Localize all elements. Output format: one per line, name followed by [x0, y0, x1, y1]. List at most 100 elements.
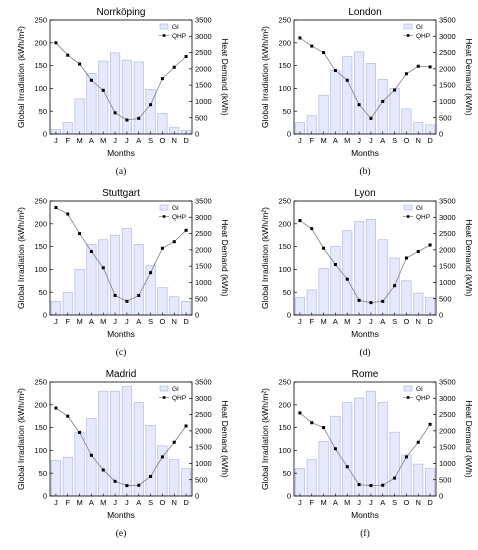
x-tick-label: A: [333, 317, 338, 326]
bar-gi: [74, 431, 85, 497]
y2-tick-label: 2000: [439, 426, 456, 435]
marker-qhp: [393, 476, 397, 480]
bar-gi: [169, 296, 180, 316]
legend-marker-qhp: [406, 396, 410, 399]
x-tick-label: J: [357, 317, 361, 326]
marker-qhp: [160, 77, 164, 81]
panel-caption: (a): [116, 166, 127, 177]
panel-caption: (e): [116, 528, 127, 539]
bar-gi: [181, 468, 192, 497]
bar-gi: [318, 440, 329, 497]
x-tick-label: J: [54, 317, 58, 326]
y2-tick-label: 0: [439, 311, 443, 320]
bar-gi: [110, 234, 121, 316]
y-axis-label: Global Irradiation (kWh/m²): [16, 26, 26, 128]
y-tick-label: 0: [43, 311, 47, 320]
legend-marker-qhp: [406, 215, 410, 218]
marker-qhp: [113, 479, 117, 483]
y2-tick-label: 500: [439, 475, 452, 484]
y-tick-label: 200: [278, 400, 291, 409]
marker-qhp: [357, 298, 361, 302]
bar-gi: [86, 244, 97, 316]
x-tick-label: D: [427, 136, 433, 145]
x-tick-label: M: [76, 136, 82, 145]
y2-axis-label: Heat Demand (kWh): [220, 400, 230, 478]
x-tick-label: A: [380, 498, 385, 507]
chart-title: Lyon: [354, 188, 375, 199]
x-tick-label: A: [380, 136, 385, 145]
marker-qhp: [54, 206, 58, 210]
x-tick-label: J: [113, 498, 117, 507]
bar-gi: [365, 63, 376, 135]
x-tick-label: S: [148, 498, 153, 507]
y2-tick-label: 0: [195, 492, 199, 501]
y2-tick-label: 2500: [195, 410, 212, 419]
marker-qhp: [404, 455, 408, 459]
marker-qhp: [54, 41, 58, 45]
y2-tick-label: 1500: [195, 262, 212, 271]
marker-qhp: [89, 78, 93, 82]
marker-qhp: [381, 299, 385, 303]
marker-qhp: [160, 455, 164, 459]
panel-caption: (c): [116, 347, 127, 358]
y2-tick-label: 1500: [439, 262, 456, 271]
marker-qhp: [101, 266, 105, 270]
marker-qhp: [416, 249, 420, 253]
x-tick-label: M: [320, 498, 326, 507]
y-tick-label: 100: [34, 446, 47, 455]
bar-gi: [306, 459, 317, 497]
y2-tick-label: 2000: [195, 426, 212, 435]
y-tick-label: 150: [34, 61, 47, 70]
x-tick-label: J: [54, 136, 58, 145]
y-tick-label: 250: [278, 378, 291, 387]
x-tick-label: D: [183, 498, 189, 507]
legend-marker-qhp: [162, 34, 166, 37]
x-tick-label: M: [344, 498, 350, 507]
x-tick-label: S: [392, 136, 397, 145]
x-axis-label: Months: [107, 510, 135, 520]
marker-qhp: [172, 440, 176, 444]
x-tick-label: S: [392, 498, 397, 507]
y2-tick-label: 1500: [439, 81, 456, 90]
y2-tick-label: 2000: [195, 245, 212, 254]
bar-gi: [377, 402, 388, 497]
x-tick-label: J: [113, 317, 117, 326]
y-tick-label: 50: [39, 469, 47, 478]
bar-gi: [318, 268, 329, 316]
x-tick-label: J: [125, 136, 129, 145]
y-tick-label: 250: [278, 16, 291, 25]
y2-axis-label: Heat Demand (kWh): [464, 400, 474, 478]
marker-qhp: [322, 246, 326, 250]
y2-axis-label: Heat Demand (kWh): [464, 38, 474, 116]
chart-title: London: [348, 7, 381, 18]
y-axis-label: Global Irradiation (kWh/m²): [260, 388, 270, 490]
x-tick-label: S: [392, 317, 397, 326]
bar-gi: [86, 73, 97, 135]
y2-tick-label: 3500: [195, 197, 212, 206]
legend-swatch-gi: [403, 23, 413, 30]
x-tick-label: A: [136, 498, 141, 507]
y2-tick-label: 3500: [439, 378, 456, 387]
y2-tick-label: 2000: [439, 245, 456, 254]
legend-label-qhp: QHP: [416, 214, 430, 221]
y2-tick-label: 3000: [195, 394, 212, 403]
bar-gi: [86, 418, 97, 497]
y2-tick-label: 1500: [439, 443, 456, 452]
bar-gi: [62, 291, 73, 316]
y2-tick-label: 3500: [439, 197, 456, 206]
chart-panel: London0501001502002500500100015002000250…: [260, 7, 474, 177]
chart-title: Stuttgart: [102, 188, 140, 199]
y-tick-label: 150: [278, 242, 291, 251]
marker-qhp: [125, 299, 129, 303]
y-axis-label: Global Irradiation (kWh/m²): [16, 207, 26, 309]
marker-qhp: [160, 246, 164, 250]
y2-axis-label: Heat Demand (kWh): [220, 38, 230, 116]
marker-qhp: [89, 249, 93, 253]
bar-gi: [133, 402, 144, 497]
marker-qhp: [333, 263, 337, 267]
x-tick-label: A: [89, 317, 94, 326]
marker-qhp: [345, 277, 349, 281]
y-tick-label: 0: [287, 130, 291, 139]
marker-qhp: [54, 406, 58, 410]
y-tick-label: 250: [34, 197, 47, 206]
